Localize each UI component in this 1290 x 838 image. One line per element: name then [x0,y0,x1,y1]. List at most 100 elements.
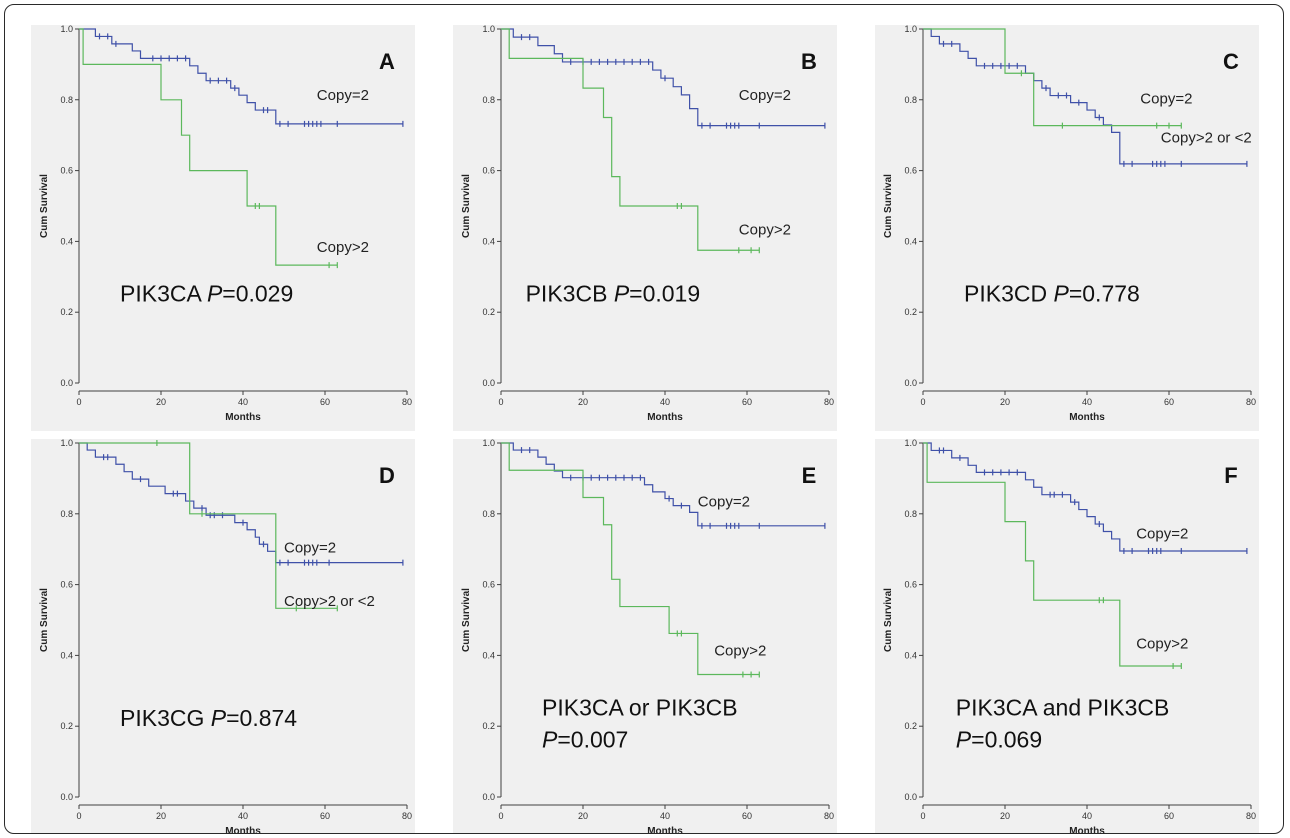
x-tick-label: 20 [578,811,588,821]
y-tick-label: 0.6 [60,166,73,176]
survival-curve-copy-2 [79,28,403,125]
survival-curve-copy-other [501,442,760,676]
y-axis-title: Cum Survival [883,174,894,238]
y-tick-label: 0.0 [60,792,73,802]
y-axis-title: Cum Survival [39,174,50,238]
survival-curve-copy-other [79,442,338,609]
plot-background [875,439,1259,833]
panel-c: 0.0 0.2 0.4 0.6 0.8 1.0 0 20 40 60 80 Months Cum Sur… [865,23,1267,431]
panel-letter: A [379,49,395,74]
y-tick-label: 0.0 [904,792,917,802]
y-tick-label: 0.8 [60,95,73,105]
x-axis-title: Months [225,826,261,834]
y-tick-label: 0.4 [60,236,73,246]
y-tick-label: 0.2 [904,307,917,317]
y-tick-label: 0.0 [904,378,917,388]
series-label: Copy=2 [1140,90,1192,107]
y-tick-label: 1.0 [60,438,73,448]
y-tick-label: 0.6 [60,580,73,590]
plot-background [31,25,415,431]
x-tick-label: 40 [660,811,670,821]
y-tick-label: 0.8 [482,95,495,105]
x-tick-label: 40 [1082,811,1092,821]
y-tick-label: 0.8 [60,509,73,519]
series-label: Copy>2 or <2 [1161,129,1252,146]
p-value-annotation: PIK3CB P=0.019 [526,281,701,307]
y-tick-label: 0.2 [904,721,917,731]
x-tick-label: 0 [920,397,925,407]
x-axis-title: Months [1069,826,1105,834]
plot-background [453,439,837,833]
plot-background [31,439,415,833]
x-tick-label: 80 [824,397,834,407]
x-tick-label: 60 [320,811,330,821]
series-label: Copy=2 [698,494,750,511]
y-tick-label: 0.2 [60,307,73,317]
x-tick-label: 60 [1164,811,1174,821]
y-tick-label: 1.0 [482,438,495,448]
series-label: Copy>2 [739,221,791,238]
x-tick-label: 0 [920,811,925,821]
x-tick-label: 80 [402,811,412,821]
x-tick-label: 60 [320,397,330,407]
survival-curve-copy-other [923,28,1182,127]
p-value-annotation: PIK3CA P=0.029 [120,281,293,307]
y-tick-label: 0.8 [904,509,917,519]
y-tick-label: 0.4 [904,236,917,246]
panel-letter: B [801,49,817,74]
x-tick-label: 80 [402,397,412,407]
panel-d: 0.0 0.2 0.4 0.6 0.8 1.0 0 20 40 60 80 Months Cum Sur… [21,437,423,834]
x-tick-label: 40 [1082,397,1092,407]
y-tick-label: 0.0 [482,378,495,388]
plot-background [453,25,837,431]
x-tick-label: 20 [156,811,166,821]
y-axis-title: Cum Survival [39,588,50,652]
y-tick-label: 0.0 [60,378,73,388]
y-axis-title: Cum Survival [461,174,472,238]
km-chart: 0.0 0.2 0.4 0.6 0.8 1.0 0 20 40 60 80 Months Cum Sur… [875,24,1259,431]
y-tick-label: 1.0 [482,24,495,34]
y-tick-label: 1.0 [60,24,73,34]
survival-curve-copy-2 [923,442,1247,552]
x-axis-title: Months [647,826,683,834]
series-label: Copy>2 or <2 [284,593,375,610]
panel-letter: E [802,463,817,488]
panel-b: 0.0 0.2 0.4 0.6 0.8 1.0 0 20 40 60 80 Months Cum Sur… [443,23,845,431]
y-tick-label: 0.8 [904,95,917,105]
panel-f: 0.0 0.2 0.4 0.6 0.8 1.0 0 20 40 60 80 Months Cum Sur… [865,437,1267,834]
x-tick-label: 20 [578,397,588,407]
x-axis-title: Months [647,412,683,423]
x-axis-title: Months [225,412,261,423]
km-chart: 0.0 0.2 0.4 0.6 0.8 1.0 0 20 40 60 80 Months Cum Sur… [31,438,415,834]
x-tick-label: 40 [238,397,248,407]
km-chart: 0.0 0.2 0.4 0.6 0.8 1.0 0 20 40 60 80 Months Cum Sur… [453,24,837,431]
x-tick-label: 80 [1246,811,1256,821]
p-value-annotation: PIK3CA or PIK3CB P=0.007 [542,695,738,753]
y-tick-label: 0.4 [482,650,495,660]
survival-curve-copy-2 [501,442,825,527]
y-axis-title: Cum Survival [461,588,472,652]
p-value-annotation: PIK3CA and PIK3CB P=0.069 [956,695,1170,753]
x-tick-label: 80 [1246,397,1256,407]
x-tick-label: 80 [824,811,834,821]
plot-background [875,25,1259,431]
x-tick-label: 20 [156,397,166,407]
x-tick-label: 0 [76,397,81,407]
p-value-annotation: PIK3CG P=0.874 [120,705,297,731]
x-tick-label: 40 [238,811,248,821]
panel-letter: F [1224,463,1237,488]
y-tick-label: 0.6 [904,166,917,176]
y-tick-label: 0.6 [482,580,495,590]
x-tick-label: 20 [1000,811,1010,821]
y-tick-label: 0.0 [482,792,495,802]
survival-curve-copy-other [501,28,760,251]
x-tick-label: 0 [76,811,81,821]
p-value-annotation: PIK3CD P=0.778 [964,281,1140,307]
y-tick-label: 0.2 [482,307,495,317]
x-tick-label: 60 [742,397,752,407]
y-axis-title: Cum Survival [883,588,894,652]
y-tick-label: 0.4 [904,650,917,660]
y-tick-label: 0.4 [482,236,495,246]
series-label: Copy=2 [1136,526,1188,543]
km-chart: 0.0 0.2 0.4 0.6 0.8 1.0 0 20 40 60 80 Months Cum Sur… [875,438,1259,834]
